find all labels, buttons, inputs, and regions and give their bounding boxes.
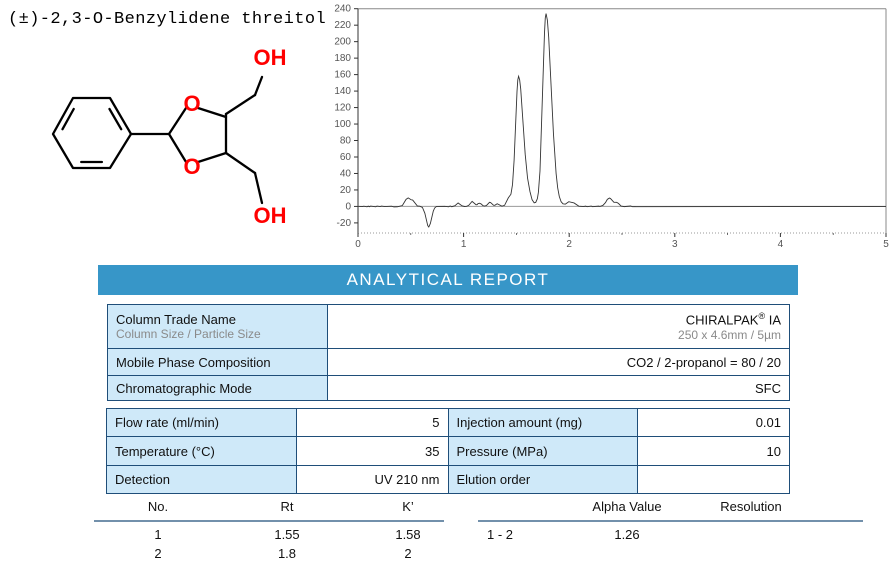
- svg-text:K’: K’: [402, 499, 414, 514]
- svg-text:1.55: 1.55: [274, 527, 299, 542]
- svg-text:1.8: 1.8: [278, 546, 296, 561]
- svg-text:Alpha Value: Alpha Value: [592, 499, 661, 514]
- svg-text:1 - 2: 1 - 2: [487, 527, 513, 542]
- svg-text:No.: No.: [148, 499, 168, 514]
- svg-text:2: 2: [404, 546, 411, 561]
- svg-text:1.58: 1.58: [395, 527, 420, 542]
- svg-text:2: 2: [154, 546, 161, 561]
- svg-text:Rt: Rt: [281, 499, 294, 514]
- svg-text:Resolution: Resolution: [720, 499, 781, 514]
- svg-text:1: 1: [154, 527, 161, 542]
- svg-text:1.26: 1.26: [614, 527, 639, 542]
